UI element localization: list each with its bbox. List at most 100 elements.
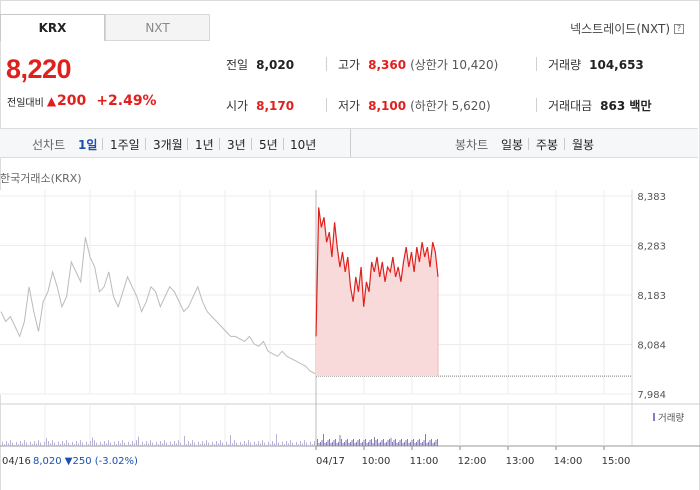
volume-bar <box>226 441 227 446</box>
volume-bar <box>348 443 350 446</box>
period-1d[interactable]: 1일 <box>78 138 98 152</box>
volume-bar <box>347 439 348 446</box>
stat-value: 8,360 <box>368 58 407 72</box>
volume-bar <box>276 434 277 446</box>
volume-bar <box>335 439 336 446</box>
volume-bar <box>70 445 71 446</box>
volume-bar <box>381 440 383 446</box>
volume-bar <box>156 441 157 446</box>
change-label: 전일대비 <box>7 97 44 109</box>
volume-bar <box>64 443 65 446</box>
volume-bar <box>202 441 203 446</box>
volume-bar <box>354 443 356 446</box>
volume-bar <box>278 442 279 446</box>
volume-bar <box>42 445 43 446</box>
period-5y[interactable]: 5년 <box>259 138 278 152</box>
volume-bar <box>408 443 410 446</box>
period-3y[interactable]: 3년 <box>227 138 246 152</box>
volume-bar <box>345 440 347 446</box>
divider <box>326 57 327 71</box>
volume-bar <box>186 444 187 446</box>
volume-bar <box>329 439 330 446</box>
volume-bar <box>404 442 405 446</box>
volume-bar <box>112 445 113 446</box>
nxt-link[interactable]: 넥스트레이드(NXT) ? <box>570 20 684 37</box>
y-tick-label: 7,984 <box>637 390 666 401</box>
up-triangle-icon: ▲ <box>46 94 57 108</box>
volume-bar <box>350 442 351 446</box>
volume-bar <box>128 441 129 446</box>
volume-bar <box>377 439 378 446</box>
volume-bar <box>353 439 354 446</box>
y-tick-label: 8,183 <box>637 291 666 302</box>
volume-bar <box>432 443 434 446</box>
stat-value: 8,170 <box>256 99 295 113</box>
volume-bar <box>398 442 399 446</box>
stat-sub: (하한가 5,620) <box>410 99 491 113</box>
volume-bar <box>320 442 321 446</box>
volume-bar <box>314 441 315 446</box>
volume-bar <box>312 444 313 446</box>
stat-value: 104,653 <box>589 58 644 72</box>
volume-bar <box>2 441 3 446</box>
volume-bar <box>222 442 223 446</box>
volume-bar <box>372 443 374 446</box>
volume-bar <box>148 443 149 446</box>
volume-bar <box>317 439 318 446</box>
help-icon[interactable]: ? <box>674 23 684 34</box>
volume-bar <box>429 440 431 446</box>
volume-bar <box>357 440 359 446</box>
volume-bar <box>254 441 255 446</box>
volume-bar <box>206 440 207 446</box>
volume-bar <box>174 441 175 446</box>
volume-bar <box>96 442 97 446</box>
volume-bar <box>48 441 49 446</box>
volume-bar <box>20 441 21 446</box>
volume-bar <box>210 445 211 446</box>
tab-nxt[interactable]: NXT <box>105 14 210 41</box>
volume-bar <box>136 440 137 446</box>
volume-bar <box>324 443 326 446</box>
chart-toolbar: 선차트 1일 1주일 3개월 1년 3년 5년 10년 봉차트 일봉 주봉 월봉 <box>0 128 698 158</box>
divider <box>536 98 537 112</box>
volume-bar <box>54 442 55 446</box>
volume-bar <box>216 441 217 446</box>
period-10y[interactable]: 10년 <box>290 138 317 152</box>
period-1w[interactable]: 1주일 <box>110 138 140 152</box>
previous-day-area <box>0 237 316 375</box>
volume-bar <box>362 442 363 446</box>
volume-bar <box>327 440 329 446</box>
volume-bar <box>371 439 372 446</box>
volume-bar <box>60 444 61 446</box>
volume-bar <box>184 435 185 446</box>
period-1y[interactable]: 1년 <box>195 138 214 152</box>
divider <box>145 138 146 150</box>
tab-krx[interactable]: KRX <box>0 14 105 41</box>
volume-bar <box>94 440 95 446</box>
volume-bar <box>168 445 169 446</box>
volume-bar <box>188 441 189 446</box>
volume-bar <box>34 441 35 446</box>
volume-bar <box>338 442 339 446</box>
volume-bar <box>310 441 311 446</box>
stat-label: 저가 <box>338 99 361 113</box>
candle-weekly[interactable]: 주봉 <box>536 138 559 152</box>
candle-monthly[interactable]: 월봉 <box>572 138 595 152</box>
candle-daily[interactable]: 일봉 <box>501 138 524 152</box>
volume-bar <box>306 442 307 446</box>
volume-bar <box>30 441 31 446</box>
divider <box>564 138 565 150</box>
volume-bar <box>333 440 335 446</box>
volume-bar <box>389 439 390 446</box>
volume-bar <box>196 445 197 446</box>
volume-bar <box>142 441 143 446</box>
volume-bar <box>321 440 323 446</box>
period-3m[interactable]: 3개월 <box>153 138 183 152</box>
divider <box>187 138 188 150</box>
volume-bar <box>80 440 81 446</box>
volume-bar <box>383 439 384 446</box>
stat-low: 저가 8,100 (하한가 5,620) <box>338 97 491 114</box>
volume-bar <box>330 443 332 446</box>
volume-legend-swatch <box>653 413 655 421</box>
volume-bar <box>172 444 173 446</box>
